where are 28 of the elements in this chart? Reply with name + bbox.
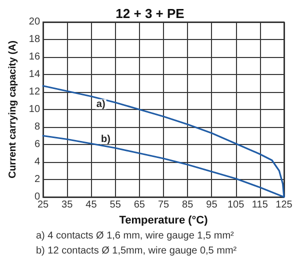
x-tick-label: 25 xyxy=(37,200,50,210)
x-tick-label: 65 xyxy=(134,200,146,210)
x-tick-label: 45 xyxy=(86,200,98,210)
chart-title: 12 + 3 + PE xyxy=(116,6,185,21)
y-axis-title: Current carrying capacity (A) xyxy=(8,40,18,178)
x-tick-label: 115 xyxy=(252,200,268,210)
text: a) 4 contacts Ø 1,6 mm, wire gauge 1,5 mm² xyxy=(36,230,235,242)
x-tick-label: 125 xyxy=(276,200,293,210)
annotation: a) xyxy=(96,98,106,110)
y-tick-label: 6 xyxy=(34,139,40,150)
annotation: b) xyxy=(100,134,110,145)
x-axis-title: Temperature (°C) xyxy=(119,214,208,226)
y-tick-label: 16 xyxy=(28,52,40,62)
y-tick-label: 14 xyxy=(28,69,40,80)
y-tick-label: 2 xyxy=(34,174,40,185)
y-tick-label: 20 xyxy=(28,16,40,28)
y-tick-label: 12 xyxy=(28,86,40,98)
text: b) 12 contacts Ø 1,5mm, wire gauge 0,5 mm² xyxy=(36,246,238,256)
x-tick-label: 55 xyxy=(110,200,122,210)
x-tick-label: 85 xyxy=(182,200,194,210)
x-tick-label: 35 xyxy=(62,200,74,210)
y-tick-label: 18 xyxy=(28,34,40,45)
x-tick-label: 75 xyxy=(158,200,170,210)
y-tick-label: 8 xyxy=(34,122,40,132)
x-tick-label: 95 xyxy=(206,200,218,210)
y-tick-label: 4 xyxy=(34,156,40,168)
x-tick-label: 105 xyxy=(227,200,245,210)
y-tick-label: 10 xyxy=(28,104,40,115)
